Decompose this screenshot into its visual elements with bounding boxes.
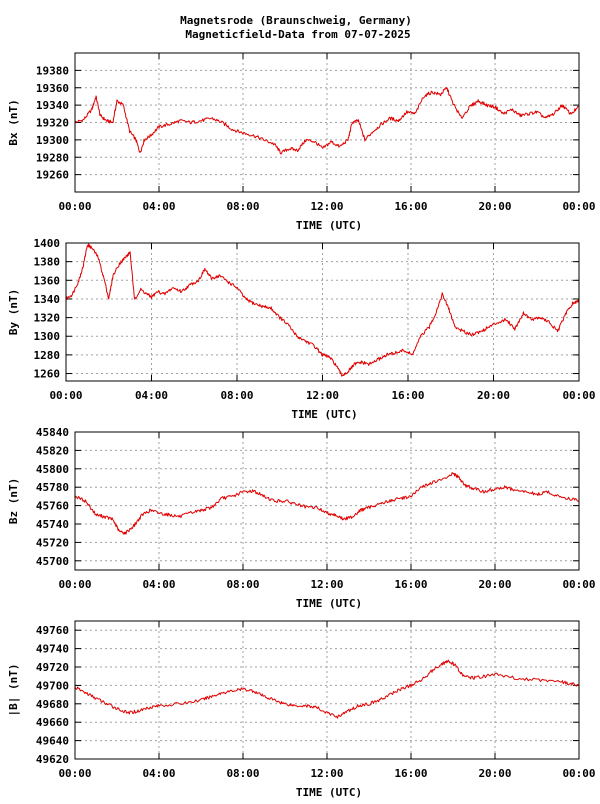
y-tick-label: 49680 [36,698,69,711]
y-axis-label: |B| (nT) [7,664,20,717]
series-line [74,472,580,535]
x-axis-label: TIME (UTC) [296,786,362,799]
y-tick-label: 19280 [36,151,69,164]
y-tick-label: 45700 [36,555,69,568]
y-tick-label: 45740 [36,518,69,531]
figure-title-line-2: Magneticfield-Data from 07-07-2025 [185,28,410,41]
y-axis-label: Bz (nT) [7,478,20,524]
y-tick-label: 19380 [36,64,69,77]
x-tick-label: 16:00 [394,767,427,780]
y-tick-label: 49760 [36,624,69,637]
x-axis-label: TIME (UTC) [296,219,362,232]
y-tick-label: 19260 [36,169,69,182]
x-tick-label: 16:00 [394,578,427,591]
y-tick-label: 49660 [36,716,69,729]
x-tick-label: 16:00 [391,389,424,402]
x-tick-label: 20:00 [478,200,511,213]
x-tick-label: 00:00 [58,767,91,780]
series-line [74,87,580,155]
series-line [65,243,580,377]
x-tick-label: 12:00 [306,389,339,402]
y-tick-label: 45800 [36,463,69,476]
x-tick-label: 04:00 [142,200,175,213]
y-tick-label: 1340 [34,293,61,306]
series-line [74,659,580,719]
y-tick-label: 45840 [36,426,69,439]
y-axis-label: Bx (nT) [7,99,20,145]
y-tick-label: 19340 [36,99,69,112]
x-tick-label: 04:00 [142,578,175,591]
y-tick-label: 45780 [36,481,69,494]
x-tick-label: 00:00 [562,389,595,402]
y-tick-label: 49740 [36,643,69,656]
y-tick-label: 1360 [34,274,61,287]
y-tick-label: 1320 [34,312,61,325]
plot-frame [74,620,580,760]
plot-frame [74,52,580,193]
y-tick-label: 1300 [34,330,61,343]
y-tick-label: 49700 [36,679,69,692]
x-tick-label: 16:00 [394,200,427,213]
y-tick-label: 19360 [36,82,69,95]
x-tick-label: 00:00 [562,767,595,780]
x-tick-label: 12:00 [310,578,343,591]
x-tick-label: 20:00 [477,389,510,402]
y-tick-label: 1280 [34,349,61,362]
chart-panel-1: 00:00 04:00 08:00 12:00 16:00 20:00 00:00 19260… [7,52,596,232]
x-tick-label: 12:00 [310,200,343,213]
chart-panel-4: 00:00 04:00 08:00 12:00 16:00 20:00 00:0049620… [7,620,596,799]
x-tick-label: 20:00 [478,578,511,591]
y-tick-label: 1400 [34,237,61,250]
x-tick-label: 00:00 [562,200,595,213]
x-tick-label: 00:00 [58,578,91,591]
x-tick-label: 00:00 [49,389,82,402]
x-tick-label: 00:00 [562,578,595,591]
chart-panel-2: 00:00 04:00 08:00 12:00 16:00 20:00 00:00 1260 1… [7,237,596,421]
y-axis-label: By (nT) [7,289,20,335]
plot-frame [65,242,580,382]
x-tick-label: 08:00 [226,767,259,780]
x-tick-label: 00:00 [58,200,91,213]
x-tick-label: 08:00 [226,578,259,591]
x-tick-label: 04:00 [142,767,175,780]
x-tick-label: 12:00 [310,767,343,780]
x-tick-label: 04:00 [135,389,168,402]
y-tick-label: 19320 [36,117,69,130]
chart-panel-3: 00:00 04:00 08:00 12:00 16:00 20:00 00:00 45700… [7,426,596,610]
figure-title-line-1: Magnetsrode (Braunschweig, Germany) [180,14,412,27]
y-tick-label: 49620 [36,753,69,766]
x-tick-label: 08:00 [226,200,259,213]
x-axis-label: TIME (UTC) [291,408,357,421]
y-tick-label: 45760 [36,500,69,513]
x-axis-label: TIME (UTC) [296,597,362,610]
y-tick-label: 45820 [36,444,69,457]
y-tick-label: 49640 [36,735,69,748]
y-tick-label: 49720 [36,661,69,674]
plot-frame [74,431,580,571]
x-tick-label: 20:00 [478,767,511,780]
y-tick-label: 1260 [34,368,61,381]
x-tick-label: 08:00 [220,389,253,402]
y-tick-label: 19300 [36,134,69,147]
y-tick-label: 1380 [34,256,61,269]
y-tick-label: 45720 [36,536,69,549]
